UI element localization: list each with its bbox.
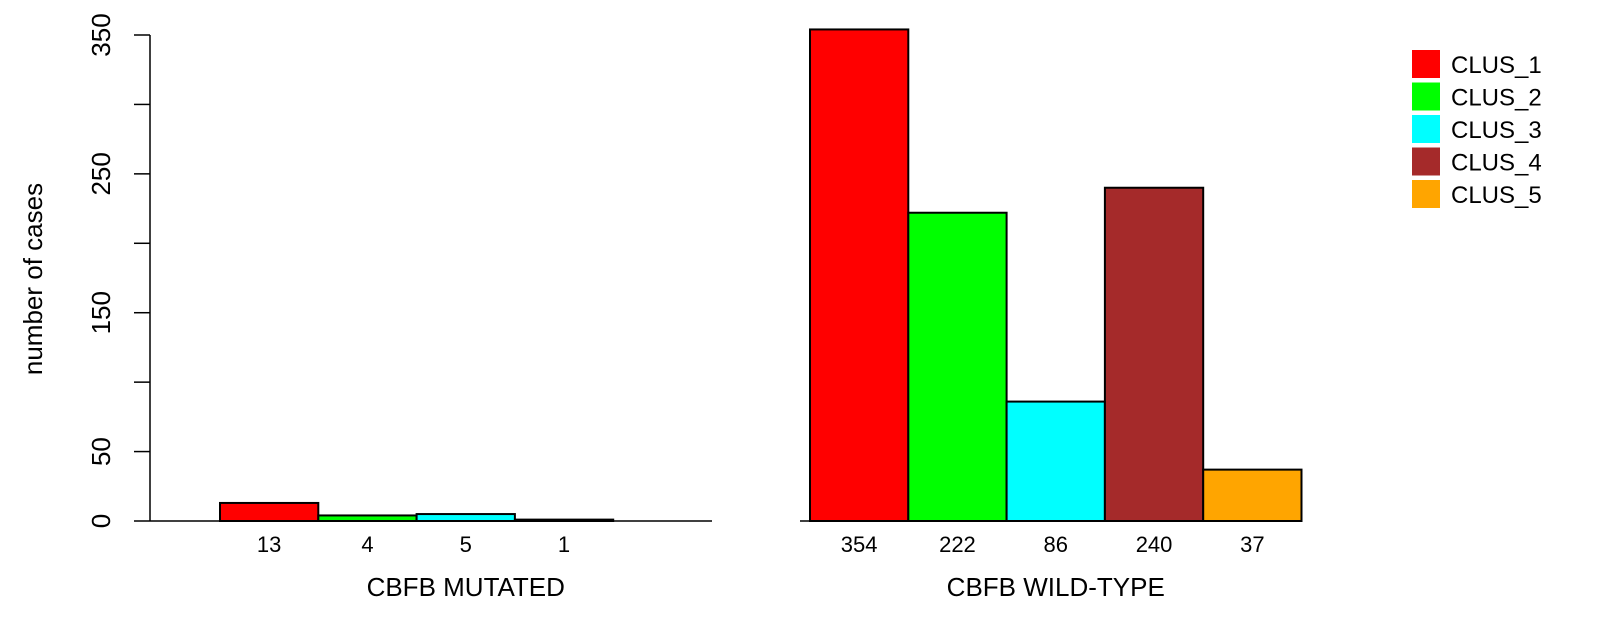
group-label: CBFB WILD-TYPE <box>947 572 1165 602</box>
bar-value-label: 1 <box>558 532 570 557</box>
bar-group: 13 4 5 1 CBFB MUTATED <box>150 501 712 602</box>
y-tick-label: 250 <box>86 152 116 195</box>
legend-item: CLUS_3 <box>1412 115 1542 144</box>
legend-label: CLUS_4 <box>1451 150 1542 177</box>
legend: CLUS_1 CLUS_2 CLUS_3 CLUS_4 CLUS_5 <box>1412 50 1542 209</box>
legend-swatch <box>1412 115 1440 143</box>
legend-item: CLUS_2 <box>1412 82 1542 112</box>
legend-swatch <box>1412 180 1440 208</box>
legend-swatch <box>1412 82 1440 111</box>
bar-value-label: 37 <box>1240 532 1264 557</box>
legend-item: CLUS_4 <box>1412 147 1542 177</box>
y-tick-label: 350 <box>86 13 116 56</box>
legend-swatch <box>1412 147 1440 176</box>
bar <box>219 501 320 523</box>
legend-item: CLUS_5 <box>1412 180 1542 209</box>
y-axis: 0 50 150 250 350 <box>86 13 151 528</box>
bar <box>1103 186 1205 522</box>
chart-panels: 13 4 5 1 CBFB MUTATED 354 222 86 240 37 CBFB WILD-… <box>150 28 1303 602</box>
legend-label: CLUS_3 <box>1451 117 1542 144</box>
y-tick-label: 50 <box>86 437 116 466</box>
y-tick-label: 150 <box>86 291 116 334</box>
bar <box>1202 468 1303 523</box>
legend-label: CLUS_2 <box>1451 85 1542 112</box>
bar-value-label: 86 <box>1044 532 1068 557</box>
bar <box>513 518 615 523</box>
legend-item: CLUS_1 <box>1412 50 1542 79</box>
bar <box>317 514 418 523</box>
legend-label: CLUS_5 <box>1451 182 1542 209</box>
bar-value-label: 4 <box>361 532 373 557</box>
bar <box>907 211 1008 522</box>
bar <box>809 28 910 523</box>
bar <box>1005 400 1106 522</box>
y-axis-label: number of cases <box>18 183 48 375</box>
y-tick-label: 0 <box>86 514 116 528</box>
bar-value-label: 5 <box>460 532 472 557</box>
bar-value-label: 354 <box>841 532 878 557</box>
bar-value-label: 13 <box>257 532 281 557</box>
bar-group: 354 222 86 240 37 CBFB WILD-TYPE <box>800 28 1303 602</box>
bar-value-label: 240 <box>1136 532 1173 557</box>
legend-swatch <box>1412 50 1440 78</box>
bar <box>415 513 516 522</box>
bar-value-label: 222 <box>939 532 976 557</box>
legend-label: CLUS_1 <box>1451 52 1542 79</box>
group-label: CBFB MUTATED <box>367 572 565 602</box>
